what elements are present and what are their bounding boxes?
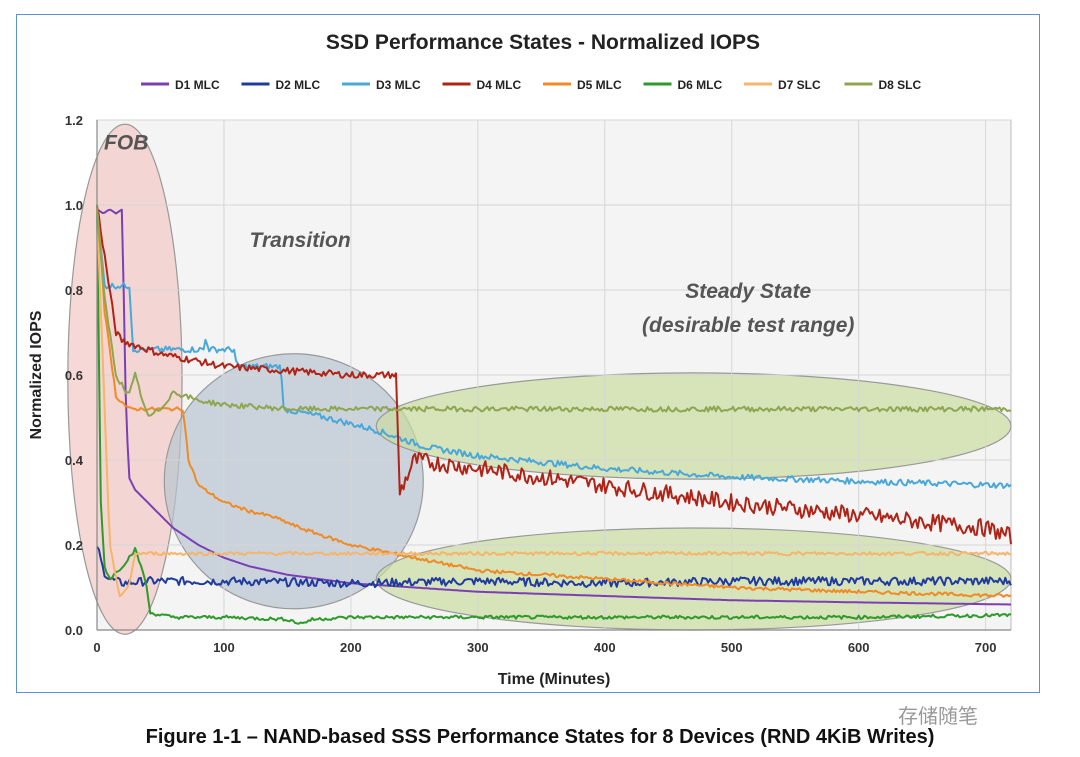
legend-label: D3 MLC	[376, 78, 421, 92]
series-line-d7-slc	[96, 208, 1012, 598]
legend-label: D4 MLC	[477, 78, 522, 92]
legend-label: D6 MLC	[678, 78, 723, 92]
y-tick-label: 0.4	[65, 453, 84, 468]
x-tick-label: 300	[467, 640, 489, 655]
x-tick-label: 100	[213, 640, 235, 655]
watermark: 存储随笔	[898, 706, 978, 728]
annotation-label: Steady State	[685, 280, 811, 303]
legend-item: D3 MLC	[342, 78, 421, 92]
legend-label: D8 SLC	[879, 78, 922, 92]
steady-top-region	[375, 372, 1012, 480]
series-line-d1-mlc	[96, 208, 1011, 606]
x-tick-label: 500	[721, 640, 743, 655]
annotation-label: Transition	[250, 229, 351, 252]
legend-label: D1 MLC	[175, 78, 220, 92]
legend-label: D2 MLC	[276, 78, 321, 92]
series-line-d6-mlc	[96, 204, 1012, 625]
legend-item: D5 MLC	[543, 78, 622, 92]
legend-label: D5 MLC	[577, 78, 622, 92]
annotation-label: FOB	[104, 131, 148, 154]
x-tick-label: 600	[848, 640, 870, 655]
x-tick-label: 400	[594, 640, 616, 655]
annotations: FOB Transition Steady State (desirable test…	[104, 131, 854, 337]
y-tick-label: 1.0	[65, 198, 83, 213]
legend-item: D4 MLC	[442, 78, 522, 92]
cropped-text-line	[0, 0, 1080, 8]
legend-item: D7 SLC	[744, 78, 821, 92]
x-tick-label: 200	[340, 640, 362, 655]
series-line-d4-mlc	[96, 205, 1012, 545]
y-tick-label: 0.0	[65, 623, 83, 638]
figure-caption: Figure 1-1 – NAND-based SSS Performance …	[145, 726, 935, 748]
series-line-d8-slc	[96, 204, 1012, 417]
chart-frame: SSD Performance States - Normalized IOPS…	[16, 14, 1040, 693]
axes: 0 100 200 300 400 500 600 700 0.0 0.2 0.4 0.6 0.8 1.0…	[65, 113, 1011, 655]
legend-label: D7 SLC	[778, 78, 821, 92]
legend-item: D1 MLC	[141, 78, 220, 92]
series-line-d5-mlc	[96, 207, 1012, 598]
chart-title: SSD Performance States - Normalized IOPS	[326, 31, 760, 54]
x-axis-label: Time (Minutes)	[498, 671, 611, 688]
series-layer	[96, 204, 1012, 625]
legend-item: D2 MLC	[241, 78, 321, 92]
y-tick-label: 1.2	[65, 113, 83, 128]
legend-item: D6 MLC	[643, 78, 723, 92]
y-tick-label: 0.8	[65, 283, 83, 298]
legend: D1 MLC D2 MLC D3 MLC D4 MLC D5 MLC D6 MLC D7 S…	[141, 78, 922, 92]
chart-svg: SSD Performance States - Normalized IOPS…	[28, 31, 1012, 688]
series-line-d2-mlc	[96, 546, 1012, 589]
annotation-label: (desirable test range)	[642, 314, 854, 337]
y-tick-label: 0.2	[65, 538, 83, 553]
y-tick-label: 0.6	[65, 368, 83, 383]
legend-item: D8 SLC	[844, 78, 922, 92]
x-tick-label: 0	[93, 640, 100, 655]
y-axis-label: Normalized IOPS	[28, 310, 45, 439]
x-tick-label: 700	[975, 640, 997, 655]
